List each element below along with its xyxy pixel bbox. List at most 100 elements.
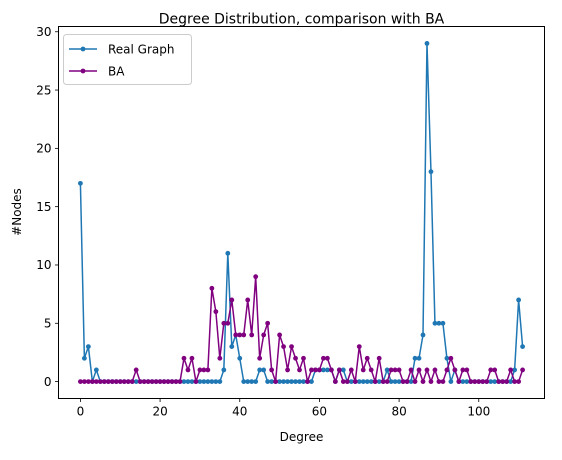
data-point — [261, 332, 267, 338]
data-point — [309, 367, 314, 373]
data-point — [213, 309, 219, 315]
legend-marker — [80, 46, 86, 52]
data-point — [221, 367, 227, 373]
data-point — [78, 180, 83, 186]
data-point — [360, 379, 366, 384]
data-point — [133, 367, 139, 373]
data-point — [412, 355, 418, 361]
data-point — [480, 379, 486, 384]
data-point — [404, 379, 410, 384]
data-point — [241, 332, 247, 338]
data-point — [500, 379, 506, 384]
data-point — [372, 379, 378, 384]
data-point — [281, 379, 286, 384]
data-point — [217, 355, 223, 361]
data-point — [245, 297, 251, 303]
data-point — [324, 367, 330, 373]
data-point — [504, 379, 510, 384]
data-point — [289, 379, 294, 384]
data-point — [181, 355, 187, 361]
data-point — [113, 379, 119, 384]
legend-item: Real Graph — [69, 42, 175, 56]
data-point — [376, 379, 382, 384]
data-point — [229, 297, 235, 303]
y-tick-label: 25 — [36, 83, 51, 97]
data-point — [396, 367, 402, 373]
data-point — [81, 379, 87, 384]
data-point — [101, 379, 107, 384]
data-point — [340, 379, 346, 384]
plot-area-frame — [58, 26, 545, 399]
data-point — [356, 379, 362, 384]
data-point — [324, 355, 330, 361]
data-point — [368, 379, 374, 384]
data-point — [348, 379, 354, 384]
y-tick-label: 30 — [36, 25, 51, 39]
data-point — [297, 379, 302, 384]
data-point — [169, 379, 175, 384]
data-point — [209, 379, 215, 384]
data-point — [396, 379, 402, 384]
data-point — [289, 344, 294, 350]
data-point — [408, 367, 414, 373]
legend-frame — [63, 34, 192, 85]
data-point — [157, 379, 163, 384]
data-point — [189, 355, 195, 361]
data-point — [277, 379, 282, 384]
data-point — [488, 367, 494, 373]
data-point — [328, 367, 334, 373]
data-point — [432, 367, 438, 373]
data-point — [344, 379, 350, 384]
data-point — [364, 379, 370, 384]
data-point — [149, 379, 155, 384]
data-point — [321, 355, 326, 361]
data-point — [161, 379, 167, 384]
data-point — [133, 379, 139, 384]
data-point — [229, 344, 235, 350]
data-point — [265, 379, 271, 384]
series-2 — [78, 274, 525, 384]
data-point — [125, 379, 131, 384]
data-point — [197, 367, 203, 373]
data-point — [476, 379, 482, 384]
data-point — [444, 355, 450, 361]
data-point — [468, 379, 474, 384]
x-tick-label: 0 — [77, 405, 85, 419]
data-point — [305, 379, 310, 384]
data-point — [448, 355, 454, 361]
data-point — [452, 367, 458, 373]
data-point — [137, 379, 143, 384]
data-point — [225, 250, 231, 256]
data-point — [492, 367, 498, 373]
data-point — [520, 367, 525, 373]
data-point — [85, 379, 91, 384]
data-point — [416, 367, 422, 373]
data-point — [388, 379, 394, 384]
data-point — [436, 320, 442, 326]
data-point — [221, 320, 227, 326]
data-point — [428, 169, 434, 175]
data-point — [213, 379, 219, 384]
legend-marker — [80, 68, 86, 74]
data-point — [416, 355, 422, 361]
legend-label: BA — [108, 64, 125, 78]
x-axis-label: Degree — [280, 430, 324, 444]
data-point — [512, 379, 518, 384]
data-point — [285, 367, 290, 373]
data-point — [181, 379, 187, 384]
data-point — [93, 367, 99, 373]
data-point — [440, 379, 446, 384]
data-point — [301, 355, 306, 361]
data-point — [225, 320, 231, 326]
data-point — [253, 379, 259, 384]
data-point — [185, 367, 191, 373]
data-point — [392, 367, 398, 373]
data-point — [484, 379, 490, 384]
x-tick-label: 80 — [391, 405, 406, 419]
x-tick-label: 60 — [312, 405, 327, 419]
data-point — [332, 379, 338, 384]
data-point — [109, 379, 115, 384]
data-point — [153, 379, 159, 384]
